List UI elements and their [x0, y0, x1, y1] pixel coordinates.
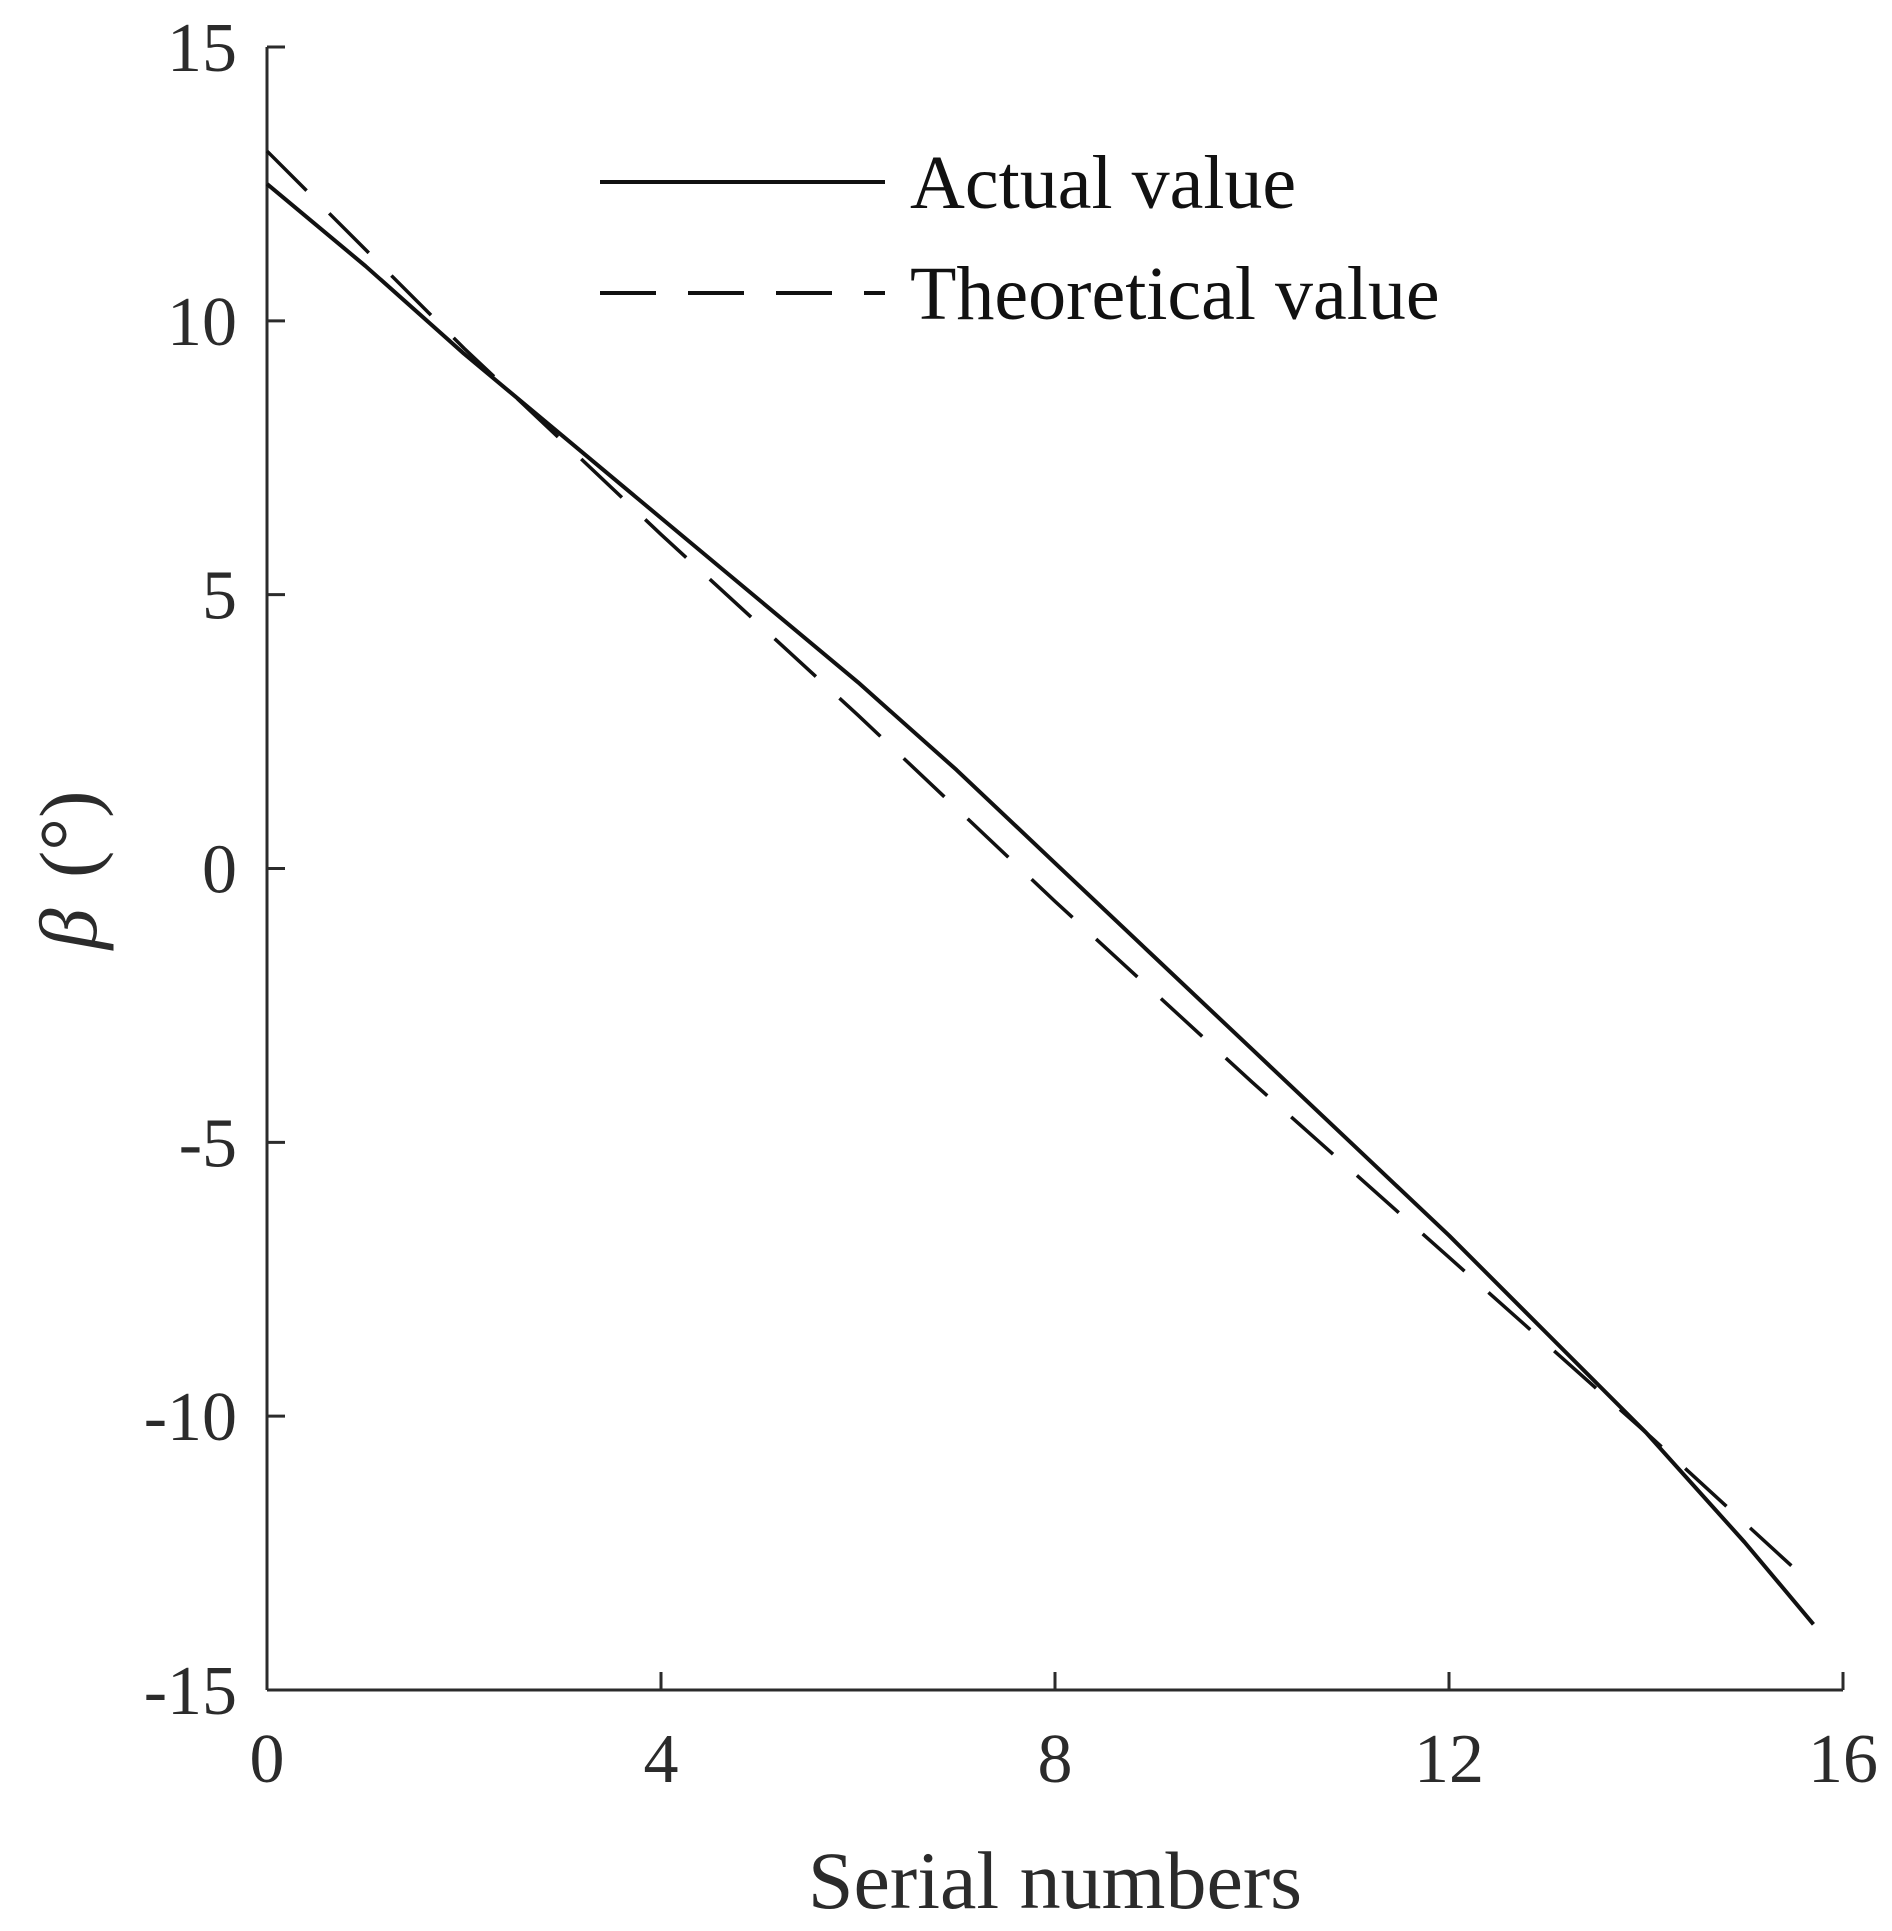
x-tick-label: 0 — [250, 1721, 285, 1798]
svg-text:β (°): β (°) — [23, 791, 114, 952]
series-layer — [265, 149, 1815, 1626]
y-axis-symbol: β — [23, 908, 114, 951]
y-tick-label: -5 — [179, 1105, 237, 1182]
y-tick-label: -15 — [144, 1653, 237, 1730]
y-axis-unit: (°) — [23, 791, 114, 878]
x-axis-title: Serial numbers — [808, 1835, 1302, 1926]
x-tick-label: 4 — [644, 1721, 679, 1798]
y-tick-label: 5 — [202, 558, 237, 635]
legend-label-theoretical: Theoretical value — [910, 252, 1440, 336]
x-tick-label: 8 — [1038, 1721, 1073, 1798]
legend-label-actual: Actual value — [910, 141, 1296, 225]
x-tick-label: 12 — [1414, 1721, 1484, 1798]
y-tick-label: -10 — [144, 1379, 237, 1456]
series-line-theoretical — [265, 149, 1815, 1588]
y-tick-label: 0 — [202, 832, 237, 909]
y-axis-title: β (°) — [23, 791, 114, 952]
legend: Actual value Theoretical value — [600, 141, 1440, 336]
y-tick-label: 10 — [167, 284, 237, 361]
x-tick-label: 16 — [1808, 1721, 1878, 1798]
y-tick-label: 15 — [167, 10, 237, 87]
series-line-actual — [265, 182, 1815, 1626]
